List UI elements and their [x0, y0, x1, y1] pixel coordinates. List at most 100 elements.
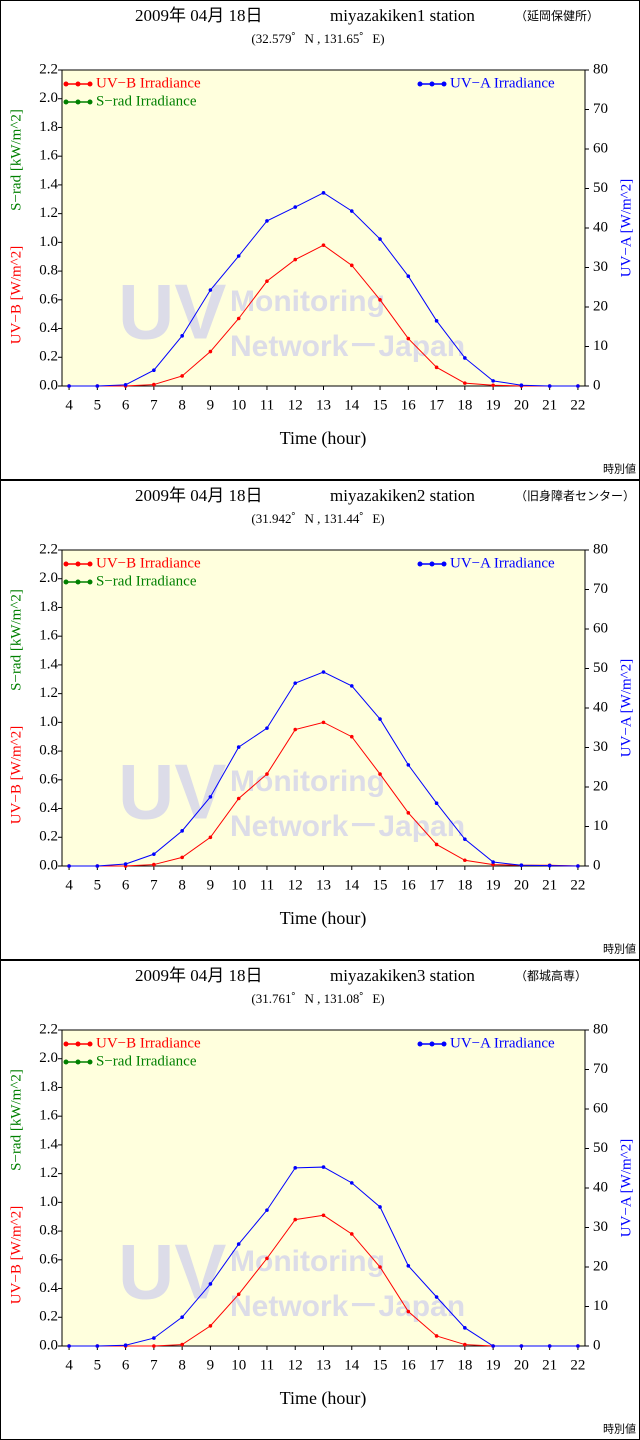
y-tick-label: 0.6 — [39, 771, 58, 787]
x-tick-label: 10 — [231, 397, 246, 413]
y2-tick-label: 40 — [593, 219, 608, 235]
y2-tick-label: 10 — [593, 1298, 608, 1314]
data-point — [463, 858, 467, 863]
legend-dot — [75, 1041, 81, 1047]
y-tick-label: 0.2 — [39, 349, 58, 365]
data-point — [349, 209, 354, 213]
y-axis-label: S−rad [kW/m^2] — [8, 109, 24, 211]
plot-area — [61, 549, 586, 867]
legend-dot — [429, 1041, 435, 1047]
legend-label: S−rad Irradiance — [96, 1053, 197, 1069]
x-tick-label: 13 — [316, 877, 331, 893]
data-point — [463, 1326, 467, 1330]
data-point — [463, 381, 467, 385]
station-name: miyazakiken3 station — [330, 966, 475, 985]
data-point — [576, 384, 580, 388]
x-tick-label: 20 — [514, 877, 529, 893]
data-point — [123, 862, 128, 866]
x-tick-label: 22 — [570, 397, 585, 413]
x-tick-label: 12 — [288, 397, 303, 413]
watermark-text: Network－Japan — [230, 810, 465, 843]
data-point — [123, 383, 128, 387]
footer-note: 時別値 — [603, 1423, 636, 1436]
legend-dot — [75, 99, 81, 105]
data-point — [349, 1232, 354, 1236]
chart-title: 2009年 04月 18日 — [135, 6, 263, 25]
x-tick-label: 20 — [514, 397, 529, 413]
y-tick-label: 2.0 — [39, 1050, 58, 1066]
data-point — [180, 829, 184, 833]
y-tick-label: 0.6 — [39, 291, 58, 307]
y-tick-label: 1.6 — [39, 1108, 58, 1124]
legend-dot — [417, 1041, 423, 1047]
y-tick-label: 1.0 — [39, 1194, 58, 1210]
x-tick-label: 5 — [94, 1357, 102, 1373]
legend-dot — [63, 1059, 69, 1065]
x-tick-label: 15 — [373, 877, 388, 893]
legend-dot — [63, 1041, 69, 1047]
data-point — [547, 863, 552, 868]
data-point — [491, 860, 495, 864]
data-point — [265, 772, 269, 776]
data-point — [67, 864, 71, 868]
chart-panel: UV Monitoring Network－Japan 2009年 04月 18日 mi… — [0, 0, 640, 480]
y-axis-label: UV−B [W/m^2] — [8, 726, 24, 824]
data-point — [491, 1344, 495, 1348]
legend-dot — [417, 561, 423, 567]
data-point — [293, 205, 298, 209]
legend-label: UV−B Irradiance — [96, 75, 201, 91]
data-point — [406, 274, 411, 278]
data-point — [463, 356, 467, 360]
y2-tick-label: 20 — [593, 298, 608, 314]
y-tick-label: 1.4 — [39, 176, 58, 192]
legend-dot — [87, 99, 93, 105]
legend-dot — [441, 1041, 447, 1047]
x-tick-label: 16 — [401, 877, 417, 893]
y-tick-label: 0.4 — [39, 800, 58, 816]
data-point — [265, 1256, 269, 1261]
x-tick-label: 20 — [514, 1357, 529, 1373]
legend-dot — [75, 81, 81, 87]
data-point — [67, 1344, 71, 1348]
data-point — [293, 681, 298, 685]
x-tick-label: 21 — [542, 877, 557, 893]
data-point — [434, 1334, 439, 1338]
watermark-text: Monitoring — [230, 765, 385, 798]
data-point — [434, 801, 439, 805]
y2-tick-label: 50 — [593, 1140, 608, 1156]
y-tick-label: 1.2 — [39, 205, 58, 221]
data-point — [208, 835, 213, 840]
data-point — [434, 1295, 439, 1299]
y-axis-label: UV−B [W/m^2] — [8, 246, 24, 344]
x-tick-label: 14 — [344, 877, 360, 893]
x-tick-label: 6 — [122, 397, 130, 413]
data-point — [208, 795, 213, 799]
legend-dot — [63, 99, 69, 105]
data-point — [180, 855, 184, 860]
x-tick-label: 12 — [288, 877, 303, 893]
x-axis-label: Time (hour) — [280, 1388, 367, 1409]
y-tick-label: 0.8 — [39, 263, 58, 279]
station-note: （延岡保健所） — [515, 9, 599, 23]
legend-dot — [63, 561, 69, 567]
y2-tick-label: 30 — [593, 259, 608, 275]
data-point — [349, 734, 354, 739]
watermark-logo: UV — [118, 748, 226, 836]
data-point — [547, 1344, 552, 1348]
y-tick-label: 0.6 — [39, 1251, 58, 1267]
data-point — [519, 1344, 524, 1348]
x-tick-label: 7 — [150, 397, 158, 413]
y2-axis-label: UV−A [W/m^2] — [618, 659, 634, 757]
footer-note: 時別値 — [603, 943, 636, 956]
station-name: miyazakiken1 station — [330, 6, 475, 25]
legend-label: S−rad Irradiance — [96, 93, 197, 109]
y-tick-label: 2.0 — [39, 90, 58, 106]
data-point — [321, 720, 326, 725]
x-tick-label: 17 — [429, 877, 445, 893]
y-tick-label: 1.8 — [39, 1079, 58, 1095]
x-tick-label: 14 — [344, 1357, 360, 1373]
data-point — [321, 243, 326, 248]
y2-tick-label: 80 — [593, 1021, 608, 1037]
watermark-text: Network－Japan — [230, 330, 465, 363]
